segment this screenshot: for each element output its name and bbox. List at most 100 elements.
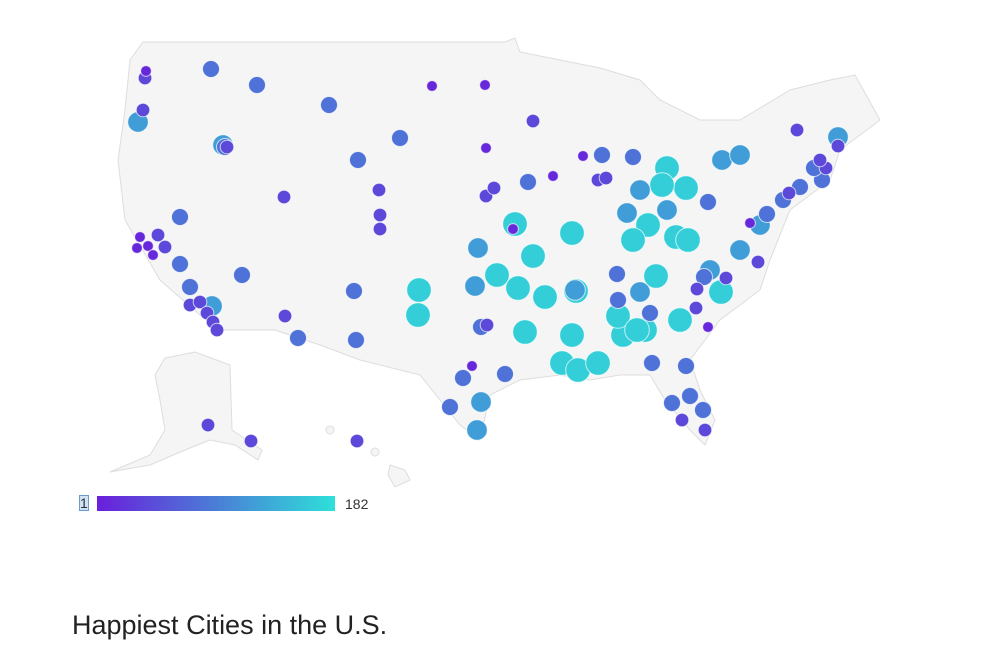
city-marker[interactable] [830, 138, 846, 154]
city-marker[interactable] [391, 129, 409, 147]
city-marker[interactable] [711, 149, 733, 171]
city-marker[interactable] [345, 282, 363, 300]
city-marker[interactable] [593, 146, 611, 164]
city-marker[interactable] [248, 76, 266, 94]
city-marker[interactable] [673, 175, 699, 201]
city-marker[interactable] [289, 329, 307, 347]
city-marker[interactable] [171, 255, 189, 273]
city-marker[interactable] [479, 317, 495, 333]
city-marker[interactable] [689, 281, 705, 297]
city-marker[interactable] [688, 300, 704, 316]
city-marker[interactable] [643, 354, 661, 372]
city-marker[interactable] [656, 199, 678, 221]
city-marker[interactable] [135, 102, 151, 118]
city-marker[interactable] [643, 263, 669, 289]
city-marker[interactable] [663, 394, 681, 412]
city-marker[interactable] [200, 417, 216, 433]
city-marker[interactable] [585, 350, 611, 376]
city-marker[interactable] [131, 242, 143, 254]
city-marker[interactable] [405, 302, 431, 328]
city-marker[interactable] [209, 322, 225, 338]
city-marker[interactable] [347, 331, 365, 349]
city-marker[interactable] [150, 227, 166, 243]
city-marker[interactable] [667, 307, 693, 333]
city-marker[interactable] [484, 262, 510, 288]
city-marker[interactable] [624, 317, 650, 343]
city-marker[interactable] [564, 279, 586, 301]
city-marker[interactable] [147, 249, 159, 261]
city-marker[interactable] [276, 189, 292, 205]
city-marker[interactable] [729, 144, 751, 166]
city-marker[interactable] [371, 182, 387, 198]
city-marker[interactable] [681, 387, 699, 405]
city-marker[interactable] [525, 113, 541, 129]
city-marker[interactable] [372, 207, 388, 223]
city-marker[interactable] [758, 205, 776, 223]
city-marker[interactable] [629, 281, 651, 303]
city-marker[interactable] [624, 148, 642, 166]
city-marker[interactable] [547, 170, 559, 182]
city-marker[interactable] [496, 365, 514, 383]
city-marker[interactable] [426, 80, 438, 92]
city-marker[interactable] [750, 254, 766, 270]
city-marker[interactable] [219, 139, 235, 155]
city-marker[interactable] [616, 202, 638, 224]
city-marker[interactable] [505, 275, 531, 301]
city-marker[interactable] [454, 369, 472, 387]
city-marker[interactable] [406, 277, 432, 303]
city-marker[interactable] [171, 208, 189, 226]
city-marker[interactable] [532, 284, 558, 310]
city-marker[interactable] [695, 268, 713, 286]
city-marker[interactable] [202, 60, 220, 78]
city-marker[interactable] [140, 65, 152, 77]
city-marker[interactable] [320, 96, 338, 114]
us-bubble-map[interactable] [0, 0, 1005, 500]
city-marker[interactable] [486, 180, 502, 196]
city-marker[interactable] [233, 266, 251, 284]
city-marker[interactable] [464, 275, 486, 297]
city-marker[interactable] [702, 321, 714, 333]
city-marker[interactable] [674, 412, 690, 428]
city-marker[interactable] [675, 227, 701, 253]
city-marker[interactable] [649, 172, 675, 198]
city-marker[interactable] [467, 237, 489, 259]
city-marker[interactable] [277, 308, 293, 324]
city-marker[interactable] [559, 220, 585, 246]
city-marker[interactable] [577, 150, 589, 162]
city-marker[interactable] [781, 185, 797, 201]
city-marker[interactable] [629, 179, 651, 201]
city-marker[interactable] [520, 243, 546, 269]
city-marker[interactable] [142, 240, 154, 252]
city-marker[interactable] [349, 151, 367, 169]
city-marker[interactable] [134, 231, 146, 243]
city-marker[interactable] [479, 79, 491, 91]
city-marker[interactable] [608, 265, 626, 283]
city-marker[interactable] [243, 433, 259, 449]
city-marker[interactable] [192, 294, 208, 310]
city-marker[interactable] [559, 322, 585, 348]
city-marker[interactable] [718, 270, 734, 286]
city-marker[interactable] [620, 227, 646, 253]
city-marker[interactable] [677, 357, 695, 375]
city-marker[interactable] [609, 291, 627, 309]
city-marker[interactable] [507, 223, 519, 235]
city-marker[interactable] [699, 193, 717, 211]
city-marker[interactable] [789, 122, 805, 138]
city-marker[interactable] [480, 142, 492, 154]
city-marker[interactable] [729, 239, 751, 261]
city-marker[interactable] [157, 239, 173, 255]
city-marker[interactable] [697, 422, 713, 438]
city-marker[interactable] [470, 391, 492, 413]
city-marker[interactable] [694, 401, 712, 419]
city-marker[interactable] [641, 304, 659, 322]
city-marker[interactable] [598, 170, 614, 186]
city-marker[interactable] [349, 433, 365, 449]
city-marker[interactable] [466, 419, 488, 441]
city-marker[interactable] [744, 217, 756, 229]
city-marker[interactable] [466, 360, 478, 372]
city-marker[interactable] [512, 319, 538, 345]
city-marker[interactable] [519, 173, 537, 191]
city-marker[interactable] [181, 278, 199, 296]
city-marker[interactable] [441, 398, 459, 416]
city-marker[interactable] [372, 221, 388, 237]
